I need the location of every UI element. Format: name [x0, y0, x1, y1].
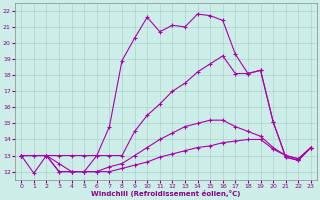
X-axis label: Windchill (Refroidissement éolien,°C): Windchill (Refroidissement éolien,°C)	[92, 190, 241, 197]
